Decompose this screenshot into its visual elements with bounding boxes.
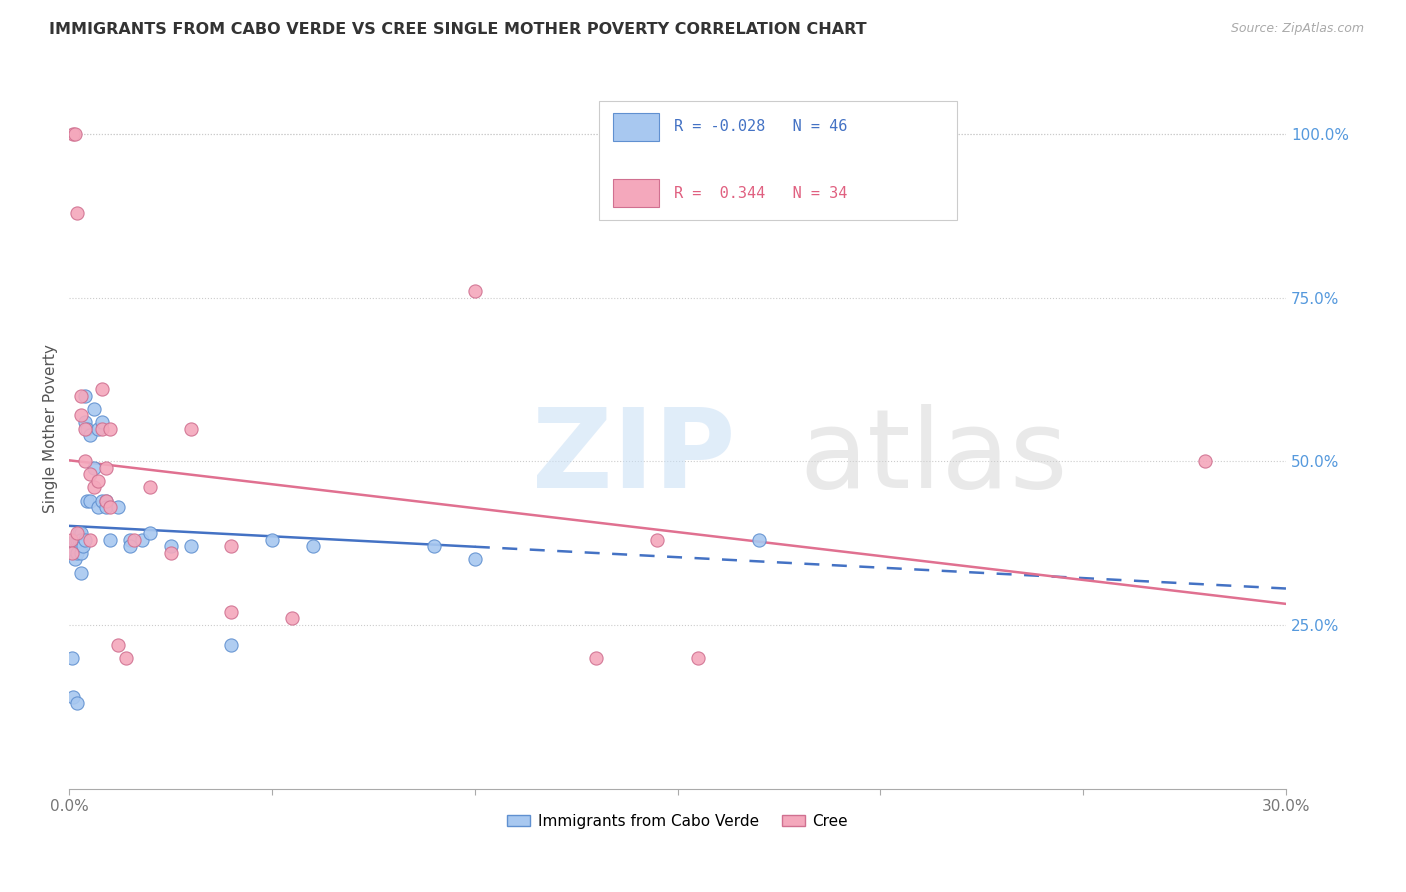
- Point: [75, 533, 97, 547]
- Point: [66, 526, 89, 541]
- Point: [647, 533, 669, 547]
- Y-axis label: Single Mother Poverty: Single Mother Poverty: [44, 344, 58, 513]
- Point: [94, 493, 117, 508]
- Point: [66, 205, 89, 219]
- Point: [75, 454, 97, 468]
- Point: [70, 546, 93, 560]
- Point: [67, 533, 90, 547]
- FancyBboxPatch shape: [599, 101, 957, 219]
- Text: R = -0.028   N = 46: R = -0.028 N = 46: [673, 120, 848, 135]
- Point: [65, 127, 87, 141]
- Text: atlas: atlas: [799, 404, 1067, 511]
- Point: [60, 539, 83, 553]
- FancyBboxPatch shape: [613, 113, 659, 141]
- Point: [464, 552, 486, 566]
- Legend: Immigrants from Cabo Verde, Cree: Immigrants from Cabo Verde, Cree: [501, 807, 853, 835]
- Point: [120, 539, 142, 553]
- Point: [60, 533, 83, 547]
- Point: [748, 533, 770, 547]
- Point: [86, 474, 108, 488]
- Point: [585, 650, 607, 665]
- Point: [90, 421, 112, 435]
- Point: [70, 526, 93, 541]
- Point: [94, 493, 117, 508]
- Point: [83, 480, 105, 494]
- FancyBboxPatch shape: [613, 179, 659, 207]
- Point: [72, 539, 94, 553]
- Point: [75, 415, 97, 429]
- Point: [131, 533, 153, 547]
- Point: [90, 493, 112, 508]
- Point: [90, 382, 112, 396]
- Text: Source: ZipAtlas.com: Source: ZipAtlas.com: [1230, 22, 1364, 36]
- Point: [66, 546, 89, 560]
- Point: [98, 533, 121, 547]
- Point: [159, 539, 181, 553]
- Point: [221, 539, 243, 553]
- Point: [75, 421, 97, 435]
- Point: [98, 421, 121, 435]
- Point: [115, 650, 138, 665]
- Point: [139, 526, 162, 541]
- Point: [66, 697, 89, 711]
- Point: [62, 127, 84, 141]
- Point: [86, 500, 108, 514]
- Point: [76, 421, 98, 435]
- Point: [139, 480, 162, 494]
- Point: [83, 460, 105, 475]
- Point: [75, 389, 97, 403]
- Point: [76, 493, 98, 508]
- Point: [159, 546, 181, 560]
- Point: [67, 526, 90, 541]
- Point: [98, 500, 121, 514]
- Point: [107, 638, 129, 652]
- Point: [301, 539, 323, 553]
- Point: [79, 493, 101, 508]
- Point: [70, 533, 93, 547]
- Point: [62, 690, 84, 704]
- Text: R =  0.344   N = 34: R = 0.344 N = 34: [673, 186, 848, 201]
- Point: [120, 533, 142, 547]
- Point: [62, 546, 84, 560]
- Point: [79, 533, 101, 547]
- Point: [180, 421, 202, 435]
- Point: [94, 500, 117, 514]
- Point: [62, 546, 84, 560]
- Point: [70, 409, 93, 423]
- Point: [70, 566, 93, 580]
- Point: [464, 284, 486, 298]
- Point: [221, 605, 243, 619]
- Point: [281, 611, 304, 625]
- Text: IMMIGRANTS FROM CABO VERDE VS CREE SINGLE MOTHER POVERTY CORRELATION CHART: IMMIGRANTS FROM CABO VERDE VS CREE SINGL…: [49, 22, 868, 37]
- Point: [94, 460, 117, 475]
- Point: [221, 638, 243, 652]
- Point: [66, 533, 89, 547]
- Point: [86, 421, 108, 435]
- Point: [79, 467, 101, 482]
- Point: [62, 650, 84, 665]
- Point: [83, 401, 105, 416]
- Point: [65, 552, 87, 566]
- Point: [180, 539, 202, 553]
- Point: [79, 428, 101, 442]
- Point: [65, 533, 87, 547]
- Point: [90, 415, 112, 429]
- Point: [70, 539, 93, 553]
- Point: [122, 533, 145, 547]
- Point: [1194, 454, 1216, 468]
- Point: [70, 389, 93, 403]
- Point: [260, 533, 283, 547]
- Text: ZIP: ZIP: [531, 404, 735, 511]
- Point: [686, 650, 709, 665]
- Point: [107, 500, 129, 514]
- Point: [423, 539, 446, 553]
